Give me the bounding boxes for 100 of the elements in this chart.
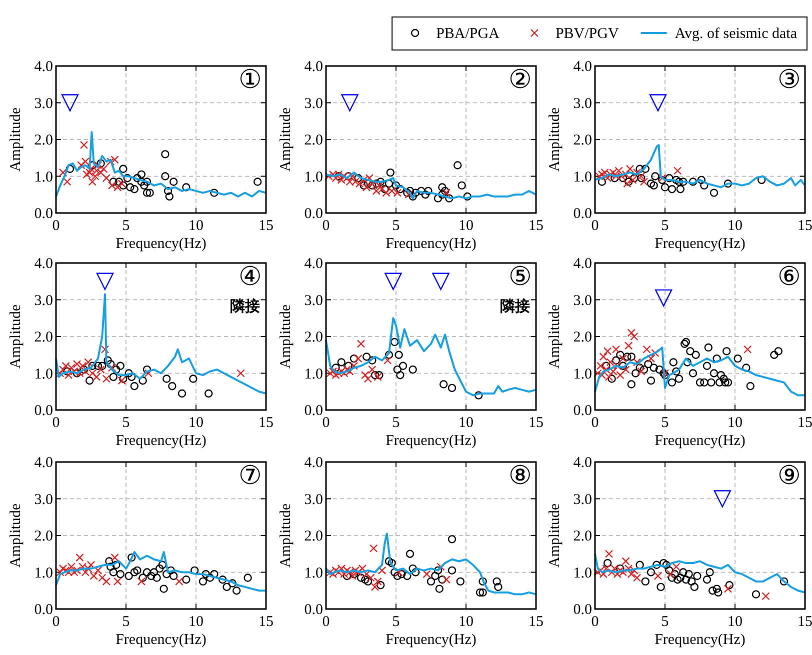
x-axis-title: Frequency(Hz) bbox=[654, 433, 746, 449]
annotation: ⑥ bbox=[778, 262, 800, 291]
x-tick-label: 5 bbox=[392, 614, 400, 630]
y-tick-label: 1.0 bbox=[304, 565, 323, 582]
x-axis-title: Frequency(Hz) bbox=[386, 236, 476, 252]
x-tick-label: 10 bbox=[728, 614, 742, 630]
y-tick-label: 3.0 bbox=[573, 292, 592, 309]
y-tick-label: 4.0 bbox=[34, 59, 53, 75]
y-tick-label: 1.0 bbox=[573, 169, 592, 186]
x-tick-label: 5 bbox=[122, 415, 130, 431]
x-tick-label: 15 bbox=[258, 218, 274, 234]
x-tick-label: 10 bbox=[728, 218, 742, 234]
x-tick-label: 10 bbox=[188, 415, 204, 431]
legend-label: PBV/PGV bbox=[555, 26, 619, 42]
annotation: ⑧ bbox=[508, 461, 532, 490]
x-axis-title: Frequency(Hz) bbox=[386, 632, 476, 648]
x-tick-label: 5 bbox=[392, 415, 400, 431]
x-axis-title: Frequency(Hz) bbox=[654, 632, 746, 648]
y-tick-label: 3.0 bbox=[304, 96, 323, 112]
y-tick-label: 0.0 bbox=[34, 403, 53, 419]
x-tick-label: 5 bbox=[661, 415, 669, 431]
annotation: ⑤ bbox=[508, 262, 532, 291]
x-tick-label: 15 bbox=[258, 614, 274, 630]
x-tick-label: 15 bbox=[258, 415, 274, 431]
y-tick-label: 0.0 bbox=[304, 602, 323, 618]
annotation: ⑦ bbox=[238, 461, 262, 490]
y-tick-label: 4.0 bbox=[573, 256, 592, 272]
y-axis-title: Amplitude bbox=[547, 107, 563, 172]
x-tick-label: 5 bbox=[392, 218, 400, 234]
annotation: 隣接 bbox=[230, 298, 260, 315]
y-tick-label: 3.0 bbox=[573, 492, 592, 508]
x-tick-label: 5 bbox=[122, 218, 130, 234]
y-tick-label: 1.0 bbox=[34, 366, 53, 382]
y-axis-title: Amplitude bbox=[278, 304, 294, 369]
x-tick-label: 0 bbox=[322, 415, 330, 431]
x-tick-label: 5 bbox=[661, 218, 669, 234]
y-axis-title: Amplitude bbox=[8, 503, 24, 568]
x-axis-title: Frequency(Hz) bbox=[116, 433, 206, 449]
x-tick-label: 5 bbox=[661, 614, 669, 630]
x-tick-label: 0 bbox=[52, 415, 60, 431]
y-tick-label: 3.0 bbox=[34, 96, 53, 112]
y-tick-label: 4.0 bbox=[304, 256, 323, 272]
y-tick-label: 4.0 bbox=[34, 256, 53, 272]
y-tick-label: 1.0 bbox=[304, 366, 323, 382]
x-tick-label: 10 bbox=[188, 614, 204, 630]
y-tick-label: 3.0 bbox=[573, 96, 592, 112]
y-tick-label: 4.0 bbox=[304, 59, 323, 75]
y-tick-label: 2.0 bbox=[34, 132, 53, 148]
x-tick-label: 0 bbox=[52, 218, 60, 234]
x-axis-title: Frequency(Hz) bbox=[386, 433, 476, 449]
y-axis-title: Amplitude bbox=[278, 107, 294, 172]
y-tick-label: 0.0 bbox=[34, 602, 53, 618]
y-tick-label: 2.0 bbox=[304, 132, 323, 148]
y-tick-label: 2.0 bbox=[34, 330, 53, 346]
x-tick-label: 15 bbox=[798, 218, 812, 234]
y-tick-label: 4.0 bbox=[304, 455, 323, 471]
x-tick-label: 0 bbox=[591, 415, 599, 431]
y-tick-label: 2.0 bbox=[573, 132, 592, 148]
y-tick-label: 1.0 bbox=[573, 366, 592, 382]
x-tick-label: 10 bbox=[728, 415, 742, 431]
x-tick-label: 0 bbox=[322, 614, 330, 630]
y-axis-title: Amplitude bbox=[8, 304, 24, 369]
y-tick-label: 2.0 bbox=[573, 528, 592, 544]
x-tick-label: 0 bbox=[591, 218, 599, 234]
y-tick-label: 0.0 bbox=[304, 403, 323, 419]
y-tick-label: 0.0 bbox=[34, 206, 53, 222]
x-tick-label: 15 bbox=[798, 614, 812, 630]
annotation: ① bbox=[238, 65, 262, 94]
y-tick-label: 3.0 bbox=[304, 492, 323, 508]
y-tick-label: 2.0 bbox=[34, 528, 53, 544]
x-tick-label: 10 bbox=[458, 218, 474, 234]
y-tick-label: 3.0 bbox=[34, 292, 53, 309]
y-tick-label: 2.0 bbox=[573, 330, 592, 346]
x-tick-label: 0 bbox=[322, 218, 330, 234]
y-tick-label: 2.0 bbox=[304, 528, 323, 544]
y-tick-label: 0.0 bbox=[573, 206, 592, 222]
y-tick-label: 1.0 bbox=[34, 169, 53, 186]
x-axis-title: Frequency(Hz) bbox=[654, 236, 746, 252]
y-tick-label: 1.0 bbox=[304, 169, 323, 186]
x-tick-label: 5 bbox=[122, 614, 130, 630]
x-tick-label: 15 bbox=[528, 614, 544, 630]
y-tick-label: 4.0 bbox=[573, 455, 592, 471]
y-tick-label: 2.0 bbox=[304, 330, 323, 346]
legend-label: Avg. of seismic data bbox=[674, 26, 798, 42]
annotation: ⑨ bbox=[778, 461, 800, 490]
y-tick-label: 3.0 bbox=[304, 292, 323, 309]
annotation: ④ bbox=[238, 262, 262, 291]
annotation: ② bbox=[508, 65, 532, 94]
x-tick-label: 15 bbox=[528, 415, 544, 431]
y-axis-title: Amplitude bbox=[547, 304, 563, 369]
x-axis-title: Frequency(Hz) bbox=[116, 632, 206, 648]
y-tick-label: 4.0 bbox=[573, 59, 592, 75]
annotation: 隣接 bbox=[500, 298, 530, 315]
y-tick-label: 4.0 bbox=[34, 455, 53, 471]
y-tick-label: 0.0 bbox=[304, 206, 323, 222]
x-tick-label: 10 bbox=[458, 614, 474, 630]
y-axis-title: Amplitude bbox=[278, 503, 294, 568]
x-tick-label: 15 bbox=[798, 415, 812, 431]
x-tick-label: 10 bbox=[188, 218, 204, 234]
y-axis-title: Amplitude bbox=[547, 503, 563, 568]
